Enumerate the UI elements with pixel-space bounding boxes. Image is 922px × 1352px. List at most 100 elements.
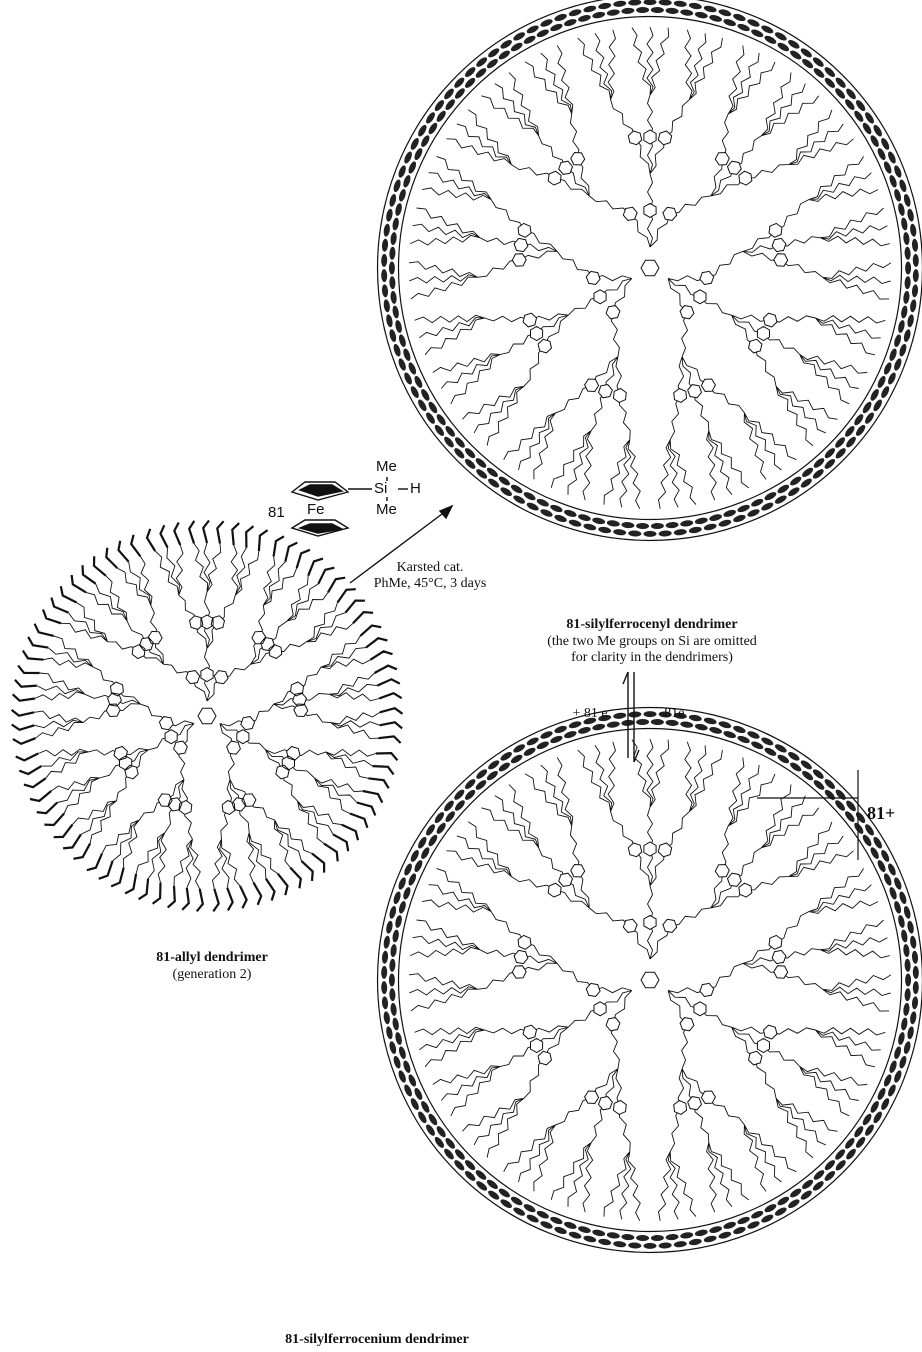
cyclopentadienyl xyxy=(454,448,465,459)
cyclopentadienyl xyxy=(813,1170,825,1180)
cyclopentadienyl xyxy=(903,329,911,342)
cyclopentadienyl xyxy=(751,741,764,750)
cyclopentadienyl xyxy=(464,458,476,469)
cyclopentadienyl xyxy=(870,135,879,147)
cyclopentadienyl xyxy=(513,744,526,753)
cyclopentadienyl xyxy=(812,57,824,67)
cyclopentadienyl xyxy=(613,1241,627,1248)
cyclopentadienyl xyxy=(877,1087,886,1100)
cyclopentadienyl xyxy=(500,1199,512,1209)
cyclopentadienyl xyxy=(709,514,722,521)
cyclopentadienyl xyxy=(907,208,914,222)
cyclopentadienyl xyxy=(824,458,836,469)
cyclopentadienyl xyxy=(598,714,612,722)
cyclopentadienyl xyxy=(498,476,510,486)
cyclopentadienyl xyxy=(718,721,732,729)
cyclopentadienyl xyxy=(389,329,397,342)
cyclopentadienyl xyxy=(526,1214,539,1223)
cyclopentadienyl xyxy=(747,731,760,739)
benzene-rings xyxy=(511,841,789,1115)
cyclopentadienyl xyxy=(904,988,911,1002)
cyclopentadienyl xyxy=(621,1234,635,1241)
cyclopentadienyl xyxy=(540,19,553,27)
cyclopentadienyl xyxy=(643,530,657,537)
cyclopentadienyl xyxy=(613,712,627,719)
cyclopentadienyl xyxy=(426,112,435,124)
cyclopentadienyl xyxy=(414,1087,423,1100)
cyclopentadienyl xyxy=(475,1170,487,1180)
cyclopentadienyl xyxy=(486,467,498,478)
cyclopentadienyl xyxy=(526,737,539,746)
h-label: H xyxy=(410,480,421,497)
cyclopentadienyl xyxy=(621,7,635,14)
cyclopentadienyl xyxy=(737,504,750,513)
cyclopentadienyl xyxy=(658,1242,672,1249)
cyclopentadienyl xyxy=(498,1188,510,1198)
cyclopentadienyl xyxy=(500,39,512,49)
cyclopentadienyl xyxy=(658,0,672,6)
cyclopentadienyl xyxy=(583,1235,597,1243)
cyclopentadienyl xyxy=(764,492,777,501)
cyclopentadienyl xyxy=(408,362,417,375)
cyclopentadienyl xyxy=(865,824,874,836)
cyclopentadienyl xyxy=(894,189,902,202)
cyclopentadienyl xyxy=(747,19,760,27)
cyclopentadienyl xyxy=(854,110,864,122)
cyclopentadienyl xyxy=(665,1234,679,1241)
ferrocene-ring xyxy=(397,15,903,521)
cyclopentadienyl xyxy=(790,476,802,486)
cyclopentadienyl xyxy=(862,401,872,414)
cyclopentadienyl xyxy=(513,32,526,41)
cyclopentadienyl xyxy=(389,276,396,290)
cyclopentadienyl xyxy=(383,299,390,313)
cyclopentadienyl xyxy=(910,935,917,949)
cyclopentadienyl xyxy=(845,811,855,822)
cyclopentadienyl xyxy=(883,873,892,886)
cyclopentadienyl xyxy=(464,67,476,78)
cyclopentadienyl xyxy=(899,891,907,905)
cyclopentadienyl xyxy=(881,849,890,862)
cyclopentadienyl xyxy=(418,399,427,412)
cyclopentadienyl xyxy=(381,996,389,1010)
cyclopentadienyl xyxy=(436,110,446,122)
cyclopentadienyl xyxy=(873,1111,882,1124)
cyclopentadienyl xyxy=(854,1126,864,1138)
cyclopentadienyl xyxy=(709,727,722,734)
cyclopentadienyl xyxy=(410,137,419,150)
cyclopentadienyl xyxy=(540,731,553,739)
reagent-count: 81 xyxy=(268,504,285,521)
cyclopentadienyl xyxy=(498,762,510,772)
cyclopentadienyl xyxy=(383,223,390,237)
cyclopentadienyl xyxy=(865,412,874,424)
me-label: Me xyxy=(376,458,397,475)
cyclopentadienyl xyxy=(733,13,746,22)
cyclopentadienyl xyxy=(598,526,612,534)
cyclopentadienyl xyxy=(426,824,435,836)
cyclopentadienyl xyxy=(393,1055,401,1069)
cyclopentadienyl xyxy=(733,514,746,523)
cyclopentadienyl xyxy=(444,88,454,100)
cyclopentadienyl xyxy=(476,769,488,779)
cyclopentadienyl xyxy=(392,1017,399,1031)
cyclopentadienyl xyxy=(628,530,642,537)
cyclopentadienyl xyxy=(824,1160,836,1171)
cyclopentadienyl xyxy=(802,1179,814,1190)
cyclopentadienyl xyxy=(404,1084,412,1097)
cyclopentadienyl xyxy=(904,958,911,972)
cyclopentadienyl xyxy=(774,495,787,504)
cyclopentadienyl xyxy=(475,780,487,790)
cyclopentadienyl xyxy=(381,950,389,964)
cyclopentadienyl xyxy=(894,877,902,890)
cyclopentadienyl xyxy=(723,19,736,27)
cyclopentadienyl xyxy=(428,122,438,135)
cyclopentadienyl xyxy=(898,915,905,928)
cyclopentadienyl xyxy=(418,1111,427,1124)
cyclopentadienyl xyxy=(388,261,395,275)
cyclopentadienyl xyxy=(665,719,679,726)
si-label: Si xyxy=(374,480,387,497)
cyclopentadienyl xyxy=(802,58,814,69)
cyclopentadienyl xyxy=(723,731,736,739)
cyclopentadienyl xyxy=(907,314,914,328)
cyclopentadienyl xyxy=(383,935,390,949)
cyclopentadienyl xyxy=(486,770,498,781)
